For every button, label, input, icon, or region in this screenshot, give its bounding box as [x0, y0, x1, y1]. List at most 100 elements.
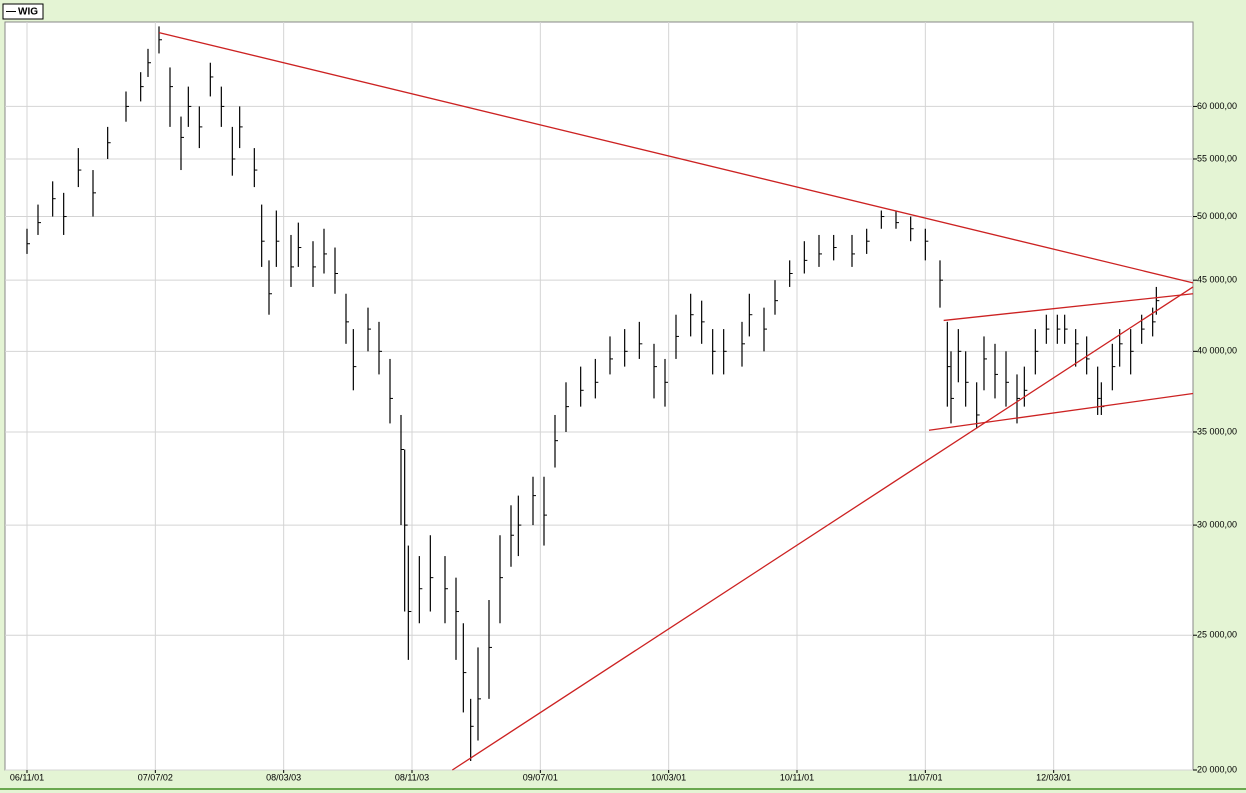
price-bar — [880, 210, 885, 229]
price-bar — [723, 329, 727, 375]
price-bar — [52, 181, 56, 217]
price-bar — [77, 148, 82, 188]
price-bar — [220, 86, 225, 127]
price-bar — [1111, 343, 1116, 391]
price-bar — [1056, 314, 1061, 344]
y-tick-label: 40 000,00 — [1197, 346, 1237, 356]
price-bar — [92, 170, 96, 217]
price-bar — [180, 116, 184, 171]
price-bar — [1064, 314, 1068, 344]
price-bar — [404, 449, 408, 612]
price-bar — [833, 234, 837, 261]
price-bar — [1075, 329, 1079, 367]
y-tick-label: 20 000,00 — [1197, 764, 1237, 774]
y-tick-label: 60 000,00 — [1197, 101, 1237, 111]
price-bar — [352, 329, 357, 391]
price-bar — [290, 234, 294, 287]
price-bar — [818, 234, 822, 267]
price-bar — [297, 222, 302, 267]
price-bar — [983, 336, 987, 391]
y-tick-label: 35 000,00 — [1197, 426, 1237, 436]
price-bar — [624, 329, 628, 367]
price-bar — [741, 321, 745, 367]
x-tick-label: 08/03/03 — [266, 772, 301, 782]
price-bar — [763, 307, 767, 352]
price-bar — [367, 307, 371, 352]
price-bar — [580, 366, 584, 407]
price-bar — [345, 293, 349, 344]
x-tick-label: 09/07/01 — [523, 772, 558, 782]
price-bar — [851, 234, 855, 267]
x-tick-label: 08/11/03 — [395, 772, 429, 782]
price-bar — [477, 647, 481, 741]
price-bar — [1016, 374, 1020, 424]
price-bar — [653, 343, 657, 399]
price-bar — [37, 204, 41, 235]
price-bar — [675, 314, 679, 359]
price-bar — [976, 382, 980, 429]
price-bar — [187, 86, 192, 127]
price-bar — [950, 351, 954, 424]
trend-line — [943, 293, 1194, 322]
trend-line — [928, 392, 1194, 431]
price-bar — [939, 260, 943, 308]
price-bar — [198, 106, 203, 149]
price-bar — [866, 228, 870, 254]
price-bar — [638, 321, 643, 359]
y-tick-label: 55 000,00 — [1197, 153, 1237, 163]
x-tick-label: 10/11/01 — [780, 772, 814, 782]
plot-area — [4, 21, 1194, 771]
price-bar — [323, 228, 327, 274]
price-bar — [26, 228, 30, 254]
price-bar — [169, 67, 173, 127]
price-bar — [510, 505, 514, 567]
price-bar — [455, 577, 459, 660]
legend-box — [2, 3, 44, 20]
price-bar — [957, 329, 962, 383]
price-bar — [1141, 314, 1145, 344]
price-bar — [499, 535, 503, 624]
price-bar — [488, 600, 492, 699]
price-bar — [140, 72, 144, 102]
price-bar — [532, 476, 536, 526]
price-bar — [400, 414, 404, 526]
price-bar — [1023, 366, 1028, 407]
price-bar — [209, 62, 214, 97]
x-tick-label: 11/07/01 — [908, 772, 942, 782]
price-bar — [594, 358, 599, 399]
price-bar — [334, 247, 338, 294]
price-bar — [389, 358, 393, 424]
trend-line — [451, 286, 1194, 771]
grid — [5, 22, 1193, 771]
y-tick-label: 30 000,00 — [1197, 519, 1237, 529]
price-bar — [543, 476, 547, 546]
price-bar — [444, 556, 448, 624]
price-bar — [789, 260, 793, 287]
y-tick-label: 50 000,00 — [1197, 211, 1237, 221]
price-bar — [994, 343, 998, 399]
price-bar — [253, 148, 258, 188]
x-tick-label: 10/03/01 — [651, 772, 686, 782]
y-tick-label: 45 000,00 — [1197, 275, 1237, 285]
trend-line — [158, 31, 1194, 284]
price-bar — [965, 351, 969, 407]
legend-label: WIG — [18, 7, 38, 18]
price-bar — [107, 126, 111, 159]
price-bar — [554, 414, 558, 468]
price-bar — [924, 228, 929, 261]
y-tick-label: 25 000,00 — [1197, 630, 1237, 640]
price-bar — [664, 358, 668, 407]
price-bar — [1152, 307, 1156, 337]
price-bar — [231, 126, 236, 176]
price-bar — [946, 321, 951, 407]
price-bar — [609, 336, 613, 375]
x-tick-label: 07/07/02 — [138, 772, 173, 782]
price-bar — [158, 26, 162, 54]
price-bar — [1086, 336, 1090, 375]
legend: WIG — [2, 3, 44, 20]
price-bar — [910, 216, 914, 242]
price-bar — [312, 241, 316, 287]
x-tick-label: 12/03/01 — [1036, 772, 1071, 782]
price-bar — [1005, 351, 1009, 407]
price-bar — [239, 106, 243, 149]
